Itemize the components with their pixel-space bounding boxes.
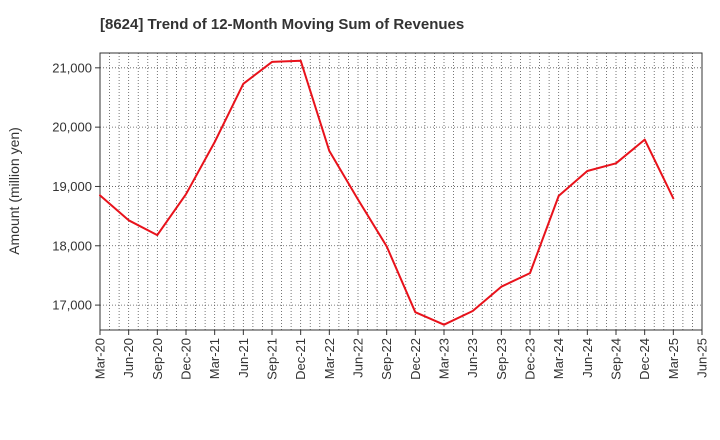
plot-frame <box>99 52 703 331</box>
x-tick-label: Dec-24 <box>637 338 652 380</box>
x-tick-label: Sep-23 <box>494 338 509 380</box>
x-tick-label: Mar-20 <box>93 338 108 379</box>
x-tick-label: Sep-22 <box>379 338 394 380</box>
y-axis-title: Amount (million yen) <box>6 127 22 255</box>
x-tick-label: Mar-25 <box>666 338 681 379</box>
series-line <box>99 59 675 326</box>
x-tick-label: Mar-23 <box>437 338 452 379</box>
x-tick-label: Dec-22 <box>408 338 423 380</box>
series-layer <box>99 59 675 326</box>
y-tick-label: 17,000 <box>52 298 92 313</box>
x-tick-label: Sep-21 <box>265 338 280 380</box>
y-tick-label: 19,000 <box>52 179 92 194</box>
x-tick-label: Dec-21 <box>293 338 308 380</box>
x-tick-label: Sep-20 <box>150 338 165 380</box>
chart-title: [8624] Trend of 12-Month Moving Sum of R… <box>100 16 465 33</box>
x-tick-label: Sep-24 <box>609 338 624 380</box>
x-tick-label: Mar-22 <box>322 338 337 379</box>
axes <box>95 52 703 335</box>
x-tick-label: Jun-20 <box>121 338 136 378</box>
x-tick-label: Jun-24 <box>580 338 595 378</box>
x-tick-label: Mar-24 <box>551 338 566 379</box>
x-tick-label: Jun-21 <box>236 338 251 378</box>
grid-lines <box>100 53 702 330</box>
x-tick-label: Jun-22 <box>351 338 366 378</box>
x-tick-label: Dec-23 <box>523 338 538 380</box>
y-tick-label: 20,000 <box>52 120 92 135</box>
y-tick-label: 21,000 <box>52 60 92 75</box>
y-tick-label: 18,000 <box>52 238 92 253</box>
tick-labels: 17,000 18,000 19,000 20,000 21,000 Mar-20 Jun-… <box>52 60 709 380</box>
x-tick-label: Jun-25 <box>695 338 710 378</box>
x-tick-label: Mar-21 <box>207 338 222 379</box>
x-tick-label: Dec-20 <box>179 338 194 380</box>
x-tick-label: Jun-23 <box>465 338 480 378</box>
